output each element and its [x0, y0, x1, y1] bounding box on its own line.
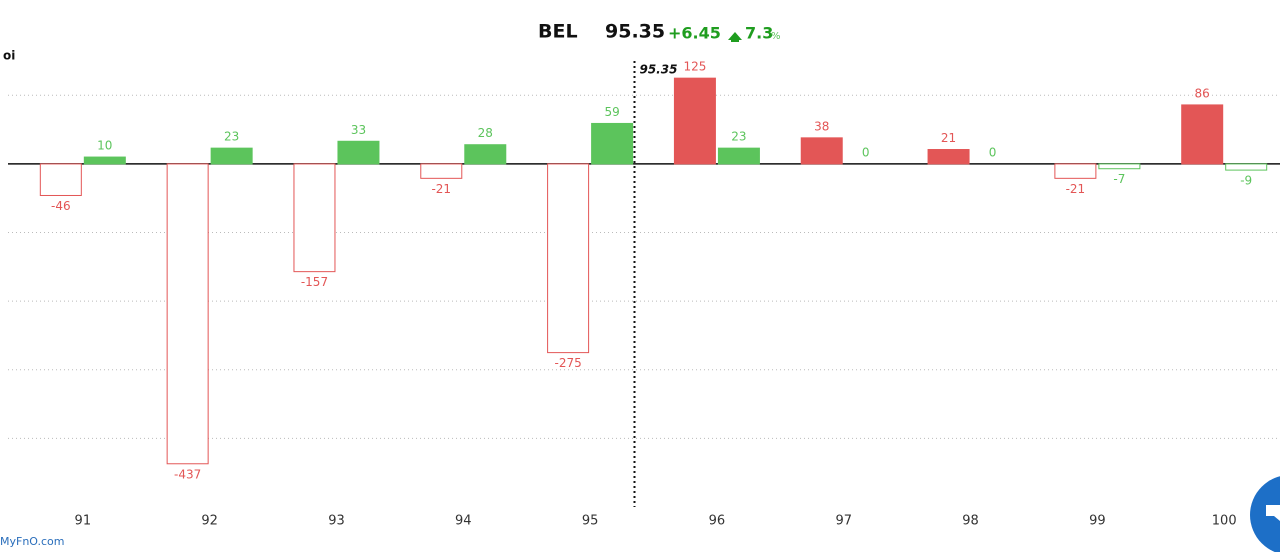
- symbol: BEL: [538, 21, 578, 43]
- bar: [293, 163, 336, 273]
- x-tick-label: 92: [201, 514, 218, 529]
- bar: [39, 163, 82, 196]
- change-percent: 7.3: [745, 24, 773, 43]
- x-tick-label: 95: [582, 514, 599, 529]
- bar: [1054, 163, 1097, 179]
- bar: [166, 163, 209, 465]
- x-tick-label: 91: [75, 514, 92, 529]
- bar: [673, 77, 716, 165]
- brand: MyFnO.com: [0, 535, 65, 548]
- x-tick-label: 94: [455, 514, 472, 529]
- bar: [1181, 104, 1224, 165]
- x-tick-label: 93: [328, 514, 345, 529]
- y-axis-label: oi: [3, 49, 15, 63]
- x-tick-label: 98: [962, 514, 979, 529]
- value-label: 23: [224, 130, 239, 144]
- value-label: 33: [351, 123, 366, 137]
- bar: [591, 122, 634, 165]
- value-label: -46: [51, 199, 71, 213]
- value-label: 21: [941, 131, 956, 145]
- bar: [1225, 163, 1268, 171]
- bar: [210, 147, 253, 165]
- value-label: -9: [1240, 174, 1252, 188]
- value-label: -157: [301, 275, 328, 289]
- value-label: 28: [478, 126, 493, 140]
- bar: [717, 147, 760, 165]
- change: +6.45: [668, 24, 721, 43]
- bar: [800, 137, 843, 165]
- value-label: -437: [174, 467, 201, 481]
- price: 95.35: [605, 21, 665, 43]
- bar: [1098, 163, 1141, 170]
- bar: [464, 144, 507, 165]
- bar: [927, 149, 970, 165]
- chat-button[interactable]: [1250, 475, 1280, 554]
- value-label: 38: [814, 119, 829, 133]
- bar: [337, 140, 380, 165]
- value-label: 125: [683, 60, 706, 74]
- value-label: 23: [731, 130, 746, 144]
- value-label: 0: [989, 145, 997, 159]
- bar: [547, 163, 590, 354]
- value-label: 86: [1195, 86, 1210, 100]
- value-label: 10: [97, 139, 112, 153]
- chat-icon: [1266, 505, 1280, 521]
- spot-label: 95.35: [639, 63, 677, 77]
- value-label: -21: [431, 182, 451, 196]
- value-label: -275: [554, 356, 581, 370]
- x-tick-label: 96: [709, 514, 726, 529]
- value-label: -7: [1113, 172, 1125, 186]
- value-label: 59: [604, 105, 619, 119]
- x-tick-label: 100: [1212, 514, 1237, 529]
- value-label: 0: [862, 145, 870, 159]
- up-arrow-icon: [728, 32, 742, 42]
- x-tick-label: 97: [835, 514, 852, 529]
- x-tick-label: 99: [1089, 514, 1106, 529]
- value-label: -21: [1066, 182, 1086, 196]
- bar: [420, 163, 463, 179]
- bar: [83, 156, 126, 165]
- percent-sign: %: [771, 31, 781, 42]
